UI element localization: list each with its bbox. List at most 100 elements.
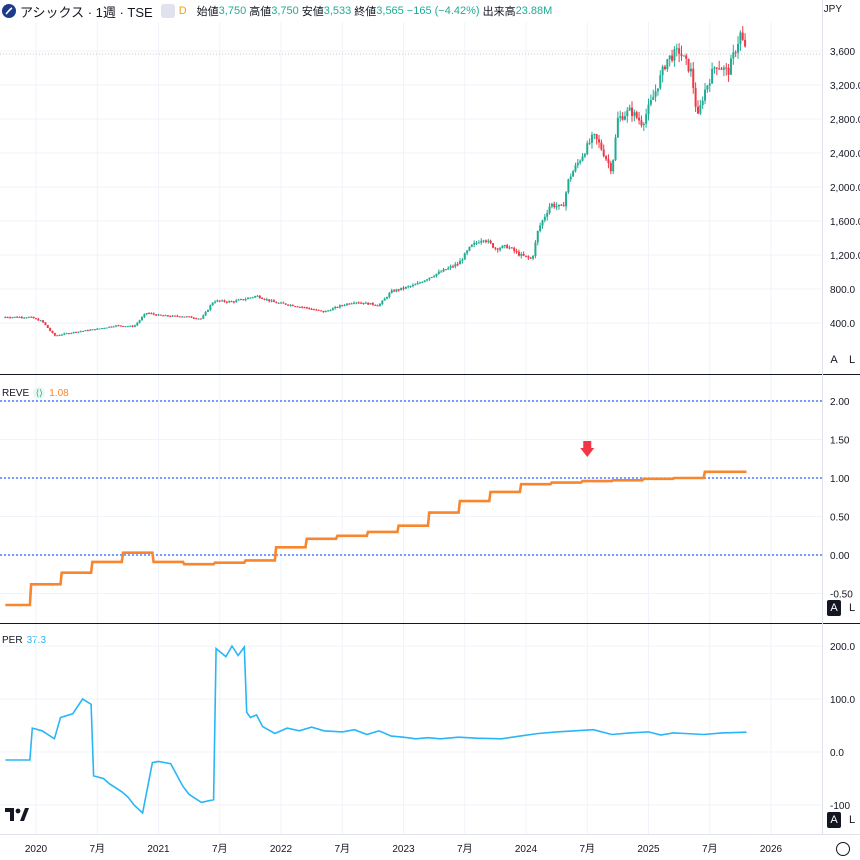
low-label: 安値 [301,6,324,18]
candle-body [418,282,421,284]
price-tick-label: 2,400.0 [830,149,860,160]
candle-body [129,325,132,327]
candle-body [131,325,134,327]
per-name: PER [2,635,23,646]
gear-icon[interactable] [836,842,850,856]
candle-body [93,329,96,331]
candle-body [79,331,82,333]
candle-body [141,317,144,321]
price-candles [4,26,747,337]
candle-body [696,106,699,114]
candle-body [209,305,212,310]
candle-body [383,298,386,301]
open-label: 始値 [196,6,219,18]
candle-body [214,301,217,303]
reve-tick-label: 0.50 [830,513,850,524]
interval-badge[interactable]: D [178,5,187,17]
reve-tick-label: 1.00 [830,474,850,485]
price-axis: 400.0 800.0 1,200.0 1,600.0 2,000.0 2,400.0 2,… [830,47,860,812]
candle-body [72,331,75,333]
reve-log-scale-button[interactable]: L [848,602,856,614]
candle-body [522,253,525,256]
time-axis: 2020 7月 2021 7月 2022 7月 2023 7月 2024 7月 2025 7月 2026 [25,843,783,855]
x-tick-label: 7月 [579,843,595,855]
candle-body [247,297,250,300]
candle-body [157,314,160,316]
candle-body [626,110,629,117]
candle-body [291,304,294,307]
candle-body [605,156,608,160]
candle-body [199,318,202,320]
candle-body [576,162,579,166]
candle-body [65,333,68,335]
candle-body [164,315,167,317]
candle-body [82,330,85,332]
candle-body [218,300,221,302]
candle-body [619,116,622,118]
candle-body [407,286,410,288]
candle-body [484,240,487,242]
per-log-scale-button[interactable]: L [848,814,856,826]
candle-body [569,176,572,180]
candle-body [602,149,605,157]
candle-body [376,305,379,307]
candle-body [206,309,209,312]
candle-body [105,327,108,329]
candle-body [150,313,153,315]
reve-auto-scale-button[interactable]: A [827,600,841,616]
candle-body [501,245,504,249]
candle-body [583,154,586,157]
candle-body [649,99,652,105]
candle-body [371,303,374,305]
candle-body [96,328,99,330]
candle-body [348,303,351,305]
candle-body [567,179,570,193]
symbol-title[interactable]: アシックス · 1週 · TSE [20,4,153,20]
code-brackets-icon[interactable]: ⟨⟩ [33,387,46,399]
candle-body [23,317,26,319]
high-label: 高値 [249,6,272,18]
eye-toggle-icon[interactable] [160,4,175,18]
candle-body [482,240,485,242]
price-tick-label: 1,200.0 [830,251,860,262]
candle-body [574,165,577,172]
candle-body [249,297,252,299]
candle-body [386,297,389,299]
x-tick-label: 7月 [212,843,228,855]
candle-body [275,302,278,304]
candle-body [734,52,737,54]
per-auto-scale-button[interactable]: A [827,812,841,828]
candle-body [513,247,516,252]
candle-body [440,271,443,273]
log-scale-button[interactable]: L [848,354,856,366]
candle-body [534,242,537,256]
candle-body [60,334,63,336]
tradingview-logo [5,805,29,823]
candle-body [546,212,549,217]
open-value: 3,750 [218,5,247,17]
candle-body [284,303,287,305]
candle-body [628,107,631,111]
candle-body [353,302,356,304]
candle-body [397,289,400,291]
candle-body [320,310,323,312]
currency-label[interactable]: JPY [823,4,842,15]
candle-body [633,112,636,116]
candle-body [661,66,664,76]
candle-body [159,314,162,316]
candle-body [532,255,535,259]
candle-body [426,279,429,281]
candle-body [360,302,363,304]
candle-body [699,105,702,114]
candle-body [374,304,377,306]
price-tick-label: 3,200.0 [830,81,860,92]
candle-body [548,206,551,213]
grid-lines [0,22,822,834]
auto-scale-button[interactable]: A [830,354,838,366]
per-value: 37.3 [26,635,47,646]
candle-body [176,315,179,317]
candle-body [541,220,544,226]
candle-body [395,289,398,292]
price-tick-label: 400.0 [830,319,855,330]
